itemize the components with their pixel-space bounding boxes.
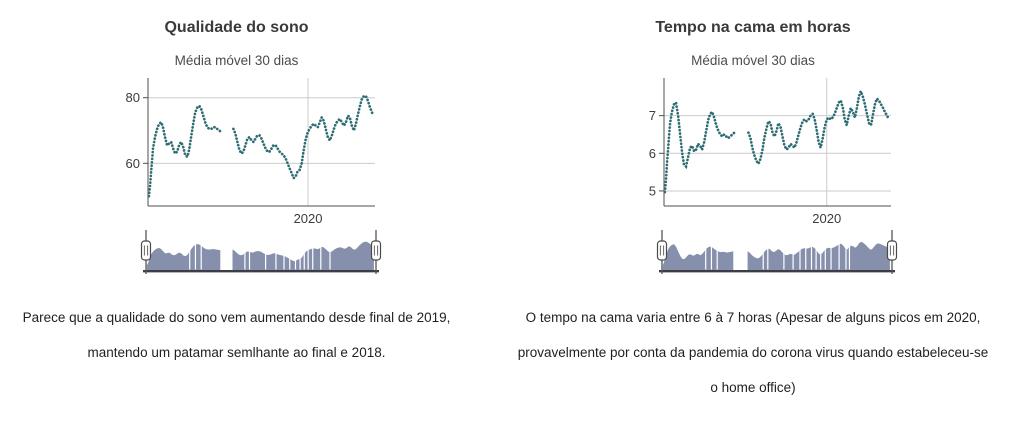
x-tick-label: 2020 xyxy=(812,211,841,225)
sleep-quality-title: Qualidade do sono xyxy=(164,19,309,36)
y-tick-label: 6 xyxy=(649,146,656,161)
sleep-quality-chart[interactable]: 60 80 2020 xyxy=(112,73,386,225)
y-tick-label: 60 xyxy=(125,156,139,171)
time-in-bed-range-slider[interactable] xyxy=(628,228,902,276)
caption-line: mantendo um patamar semlhante ao final e… xyxy=(87,345,386,360)
caption-line: Parece que a qualidade do sono vem aumen… xyxy=(22,310,451,325)
time-in-bed-panel: Tempo na cama em horas Média móvel 30 di… xyxy=(473,0,1033,424)
time-in-bed-figure: 5 6 7 2020 xyxy=(628,73,902,276)
time-in-bed-subtitle: Média móvel 30 dias xyxy=(691,53,815,68)
sleep-quality-panel: Qualidade do sono Média móvel 30 dias 60… xyxy=(0,0,473,424)
brush-handle-left[interactable] xyxy=(656,240,668,261)
brush-area xyxy=(662,244,734,270)
caption-line: o home office) xyxy=(710,380,796,395)
caption-line: provavelmente por conta da pandemia do c… xyxy=(517,345,989,360)
sleep-quality-caption: Parece que a qualidade do sono vem aumen… xyxy=(0,300,473,370)
caption-line: O tempo na cama varia entre 6 à 7 horas … xyxy=(525,310,981,325)
y-tick-label: 80 xyxy=(125,90,139,105)
sleep-quality-subtitle: Média móvel 30 dias xyxy=(174,53,299,68)
x-tick-label: 2020 xyxy=(293,211,322,225)
moving-average-dotted-line xyxy=(663,87,891,194)
y-tick-label: 5 xyxy=(649,183,656,198)
y-tick-label: 7 xyxy=(649,108,656,123)
time-in-bed-title: Tempo na cama em horas xyxy=(655,19,851,36)
time-in-bed-caption: O tempo na cama varia entre 6 à 7 horas … xyxy=(473,300,1033,405)
brush-area xyxy=(146,244,220,270)
brush-handle-right[interactable] xyxy=(370,240,381,261)
brush-area xyxy=(747,241,890,270)
brush-handle-left[interactable] xyxy=(140,240,151,261)
time-in-bed-chart[interactable]: 5 6 7 2020 xyxy=(628,73,902,225)
sleep-quality-figure: 60 80 2020 xyxy=(112,73,386,276)
moving-average-dotted-line xyxy=(147,94,374,198)
brush-handle-right[interactable] xyxy=(886,240,898,261)
brush-area xyxy=(232,241,374,270)
sleep-quality-range-slider[interactable] xyxy=(112,228,386,276)
